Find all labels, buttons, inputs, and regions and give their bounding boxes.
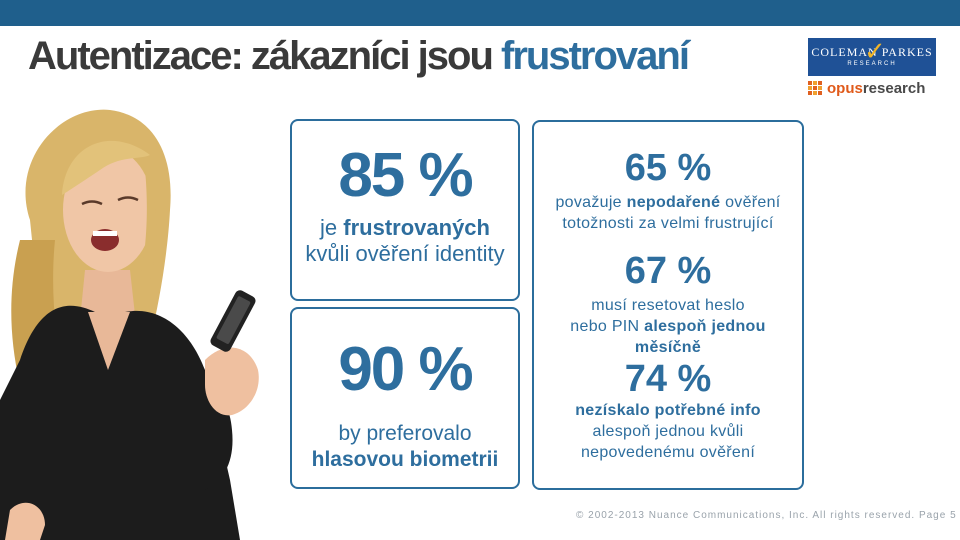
stat-74-line3: nepovedenému ověření xyxy=(580,444,756,461)
stat-65-line1-pre: považuje xyxy=(555,194,627,211)
coleman-parkes-name: COLEMAN PARKES xyxy=(811,45,933,59)
stat-67-line2: nebo PIN alespoň jednou xyxy=(534,316,802,337)
grid-icon xyxy=(808,81,822,95)
stat-percent-90: 90 % xyxy=(338,335,473,404)
title-part2: frustrovaní xyxy=(501,34,690,78)
research-word: research xyxy=(862,79,926,97)
stat-65-line2: totožnosti za velmi frustrující xyxy=(562,215,774,232)
opus-word: opus xyxy=(827,79,863,97)
opus-research-logo: opus research xyxy=(808,79,926,97)
stat-card-90: 90 % by preferovalo hlasovou biometrii xyxy=(290,307,520,489)
woman-photo xyxy=(0,109,259,540)
stat-65-line1-bold: nepodařené xyxy=(626,194,721,211)
stat-67-line1: musí resetovat heslo xyxy=(591,297,745,314)
stat-85-line2: kvůli ověření identity xyxy=(305,241,505,266)
stat-67-line3: měsíčně xyxy=(534,337,802,358)
footer-copyright: © 2002-2013 Nuance Communications, Inc. … xyxy=(576,510,957,521)
top-bar xyxy=(0,0,960,26)
stat-85-line1: je frustrovaných xyxy=(292,215,518,241)
stat-percent-67: 67 % xyxy=(624,250,712,292)
stat-67-line3-bold: měsíčně xyxy=(634,339,702,356)
stat-card-85: 85 % je frustrovaných kvůli ověření iden… xyxy=(290,119,520,301)
stat-65-line1: považuje nepodařené ověření xyxy=(534,192,802,213)
coleman-parkes-logo: COLEMAN PARKES RESEARCH ✓ xyxy=(808,38,936,76)
stat-67-line2-pre: nebo PIN xyxy=(570,318,645,335)
checkmark-icon: ✓ xyxy=(864,36,886,66)
stat-74-line1-bold: nezískalo potřebné info xyxy=(575,402,761,419)
stat-85-line1-pre: je xyxy=(320,215,344,240)
stat-percent-65: 65 % xyxy=(624,147,712,189)
stat-card-list: 65 % považuje nepodařené ověření totožno… xyxy=(532,120,804,490)
stat-67-line2-bold: alespoň jednou xyxy=(644,318,766,335)
stat-65-line1-post: ověření xyxy=(720,194,781,211)
slide-title: Autentizace: zákazníci jsou frustrovaní xyxy=(28,34,690,78)
stat-90-line1: by preferovalo xyxy=(338,422,472,445)
coleman-parkes-sub: RESEARCH xyxy=(847,61,897,67)
stat-90-line2: hlasovou biometrii xyxy=(311,448,499,471)
stat-74-line1: nezískalo potřebné info xyxy=(534,400,802,421)
stat-percent-85: 85 % xyxy=(338,141,473,210)
stat-percent-74: 74 % xyxy=(624,358,712,400)
title-part1: Autentizace: zákazníci jsou xyxy=(28,34,494,78)
stat-85-line1-bold: frustrovaných xyxy=(343,215,490,240)
stat-74-line2: alespoň jednou kvůli xyxy=(592,423,744,440)
